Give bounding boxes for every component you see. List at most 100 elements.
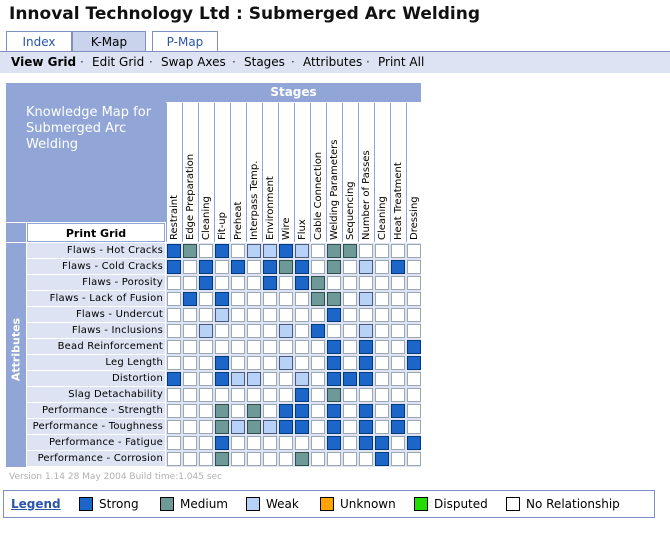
- grid-cell-no-relationship[interactable]: [343, 292, 357, 306]
- grid-cell-strong[interactable]: [215, 372, 229, 386]
- grid-cell-no-relationship[interactable]: [375, 244, 389, 258]
- grid-cell-medium[interactable]: [311, 292, 325, 306]
- grid-cell-no-relationship[interactable]: [391, 340, 405, 354]
- grid-cell-no-relationship[interactable]: [263, 372, 277, 386]
- grid-cell-no-relationship[interactable]: [167, 340, 181, 354]
- grid-cell-no-relationship[interactable]: [311, 452, 325, 466]
- grid-cell-no-relationship[interactable]: [375, 340, 389, 354]
- grid-cell-no-relationship[interactable]: [407, 324, 421, 338]
- grid-cell-weak[interactable]: [247, 372, 261, 386]
- grid-cell-strong[interactable]: [391, 260, 405, 274]
- grid-cell-no-relationship[interactable]: [359, 308, 373, 322]
- grid-cell-no-relationship[interactable]: [343, 276, 357, 290]
- grid-cell-strong[interactable]: [215, 436, 229, 450]
- grid-cell-strong[interactable]: [279, 244, 293, 258]
- grid-cell-no-relationship[interactable]: [167, 436, 181, 450]
- grid-cell-medium[interactable]: [327, 244, 341, 258]
- grid-cell-no-relationship[interactable]: [295, 340, 309, 354]
- grid-cell-no-relationship[interactable]: [407, 452, 421, 466]
- grid-cell-no-relationship[interactable]: [311, 420, 325, 434]
- grid-cell-strong[interactable]: [215, 292, 229, 306]
- grid-cell-no-relationship[interactable]: [167, 404, 181, 418]
- stage-header-dressing[interactable]: Dressing: [406, 103, 421, 242]
- grid-cell-no-relationship[interactable]: [311, 356, 325, 370]
- grid-cell-strong[interactable]: [327, 436, 341, 450]
- grid-cell-strong[interactable]: [215, 244, 229, 258]
- grid-cell-no-relationship[interactable]: [311, 244, 325, 258]
- grid-cell-no-relationship[interactable]: [247, 388, 261, 402]
- grid-cell-no-relationship[interactable]: [391, 276, 405, 290]
- grid-cell-no-relationship[interactable]: [391, 372, 405, 386]
- grid-cell-strong[interactable]: [199, 260, 213, 274]
- stage-header-restraint[interactable]: Restraint: [166, 103, 181, 242]
- grid-cell-strong[interactable]: [263, 276, 277, 290]
- subnav-view-grid[interactable]: View Grid: [11, 55, 77, 69]
- attribute-label-performance-fatigue[interactable]: Performance - Fatigue: [27, 435, 165, 450]
- grid-cell-no-relationship[interactable]: [375, 308, 389, 322]
- attribute-label-performance-corrosion[interactable]: Performance - Corrosion: [27, 451, 165, 466]
- grid-cell-strong[interactable]: [359, 356, 373, 370]
- stage-header-edge-preparation[interactable]: Edge Preparation: [182, 103, 197, 242]
- grid-cell-no-relationship[interactable]: [247, 308, 261, 322]
- grid-cell-no-relationship[interactable]: [343, 340, 357, 354]
- grid-cell-no-relationship[interactable]: [391, 244, 405, 258]
- grid-cell-weak[interactable]: [279, 356, 293, 370]
- grid-cell-no-relationship[interactable]: [279, 308, 293, 322]
- grid-cell-strong[interactable]: [167, 244, 181, 258]
- grid-cell-no-relationship[interactable]: [263, 356, 277, 370]
- attribute-label-flaws-undercut[interactable]: Flaws - Undercut: [27, 307, 165, 322]
- grid-cell-no-relationship[interactable]: [199, 436, 213, 450]
- grid-cell-weak[interactable]: [359, 324, 373, 338]
- grid-cell-strong[interactable]: [375, 436, 389, 450]
- grid-cell-strong[interactable]: [231, 260, 245, 274]
- grid-cell-no-relationship[interactable]: [231, 276, 245, 290]
- grid-cell-no-relationship[interactable]: [311, 308, 325, 322]
- grid-cell-no-relationship[interactable]: [183, 276, 197, 290]
- grid-cell-no-relationship[interactable]: [167, 388, 181, 402]
- grid-cell-no-relationship[interactable]: [247, 436, 261, 450]
- grid-cell-no-relationship[interactable]: [375, 324, 389, 338]
- grid-cell-no-relationship[interactable]: [183, 404, 197, 418]
- grid-cell-no-relationship[interactable]: [391, 324, 405, 338]
- grid-cell-no-relationship[interactable]: [343, 452, 357, 466]
- stage-header-environment[interactable]: Environment: [262, 103, 277, 242]
- grid-cell-no-relationship[interactable]: [295, 308, 309, 322]
- grid-cell-no-relationship[interactable]: [407, 388, 421, 402]
- grid-cell-strong[interactable]: [391, 420, 405, 434]
- grid-cell-strong[interactable]: [311, 324, 325, 338]
- stage-header-cleaning[interactable]: Cleaning: [198, 103, 213, 242]
- grid-cell-no-relationship[interactable]: [279, 452, 293, 466]
- grid-cell-no-relationship[interactable]: [231, 436, 245, 450]
- grid-cell-strong[interactable]: [407, 340, 421, 354]
- grid-cell-no-relationship[interactable]: [247, 356, 261, 370]
- grid-cell-no-relationship[interactable]: [391, 388, 405, 402]
- grid-cell-no-relationship[interactable]: [263, 404, 277, 418]
- grid-cell-no-relationship[interactable]: [247, 452, 261, 466]
- grid-cell-no-relationship[interactable]: [231, 244, 245, 258]
- grid-cell-no-relationship[interactable]: [167, 356, 181, 370]
- grid-cell-no-relationship[interactable]: [359, 388, 373, 402]
- tab-k-map[interactable]: K-Map: [72, 31, 146, 53]
- grid-cell-strong[interactable]: [359, 372, 373, 386]
- grid-cell-no-relationship[interactable]: [231, 404, 245, 418]
- grid-cell-no-relationship[interactable]: [295, 356, 309, 370]
- grid-cell-strong[interactable]: [375, 452, 389, 466]
- grid-cell-weak[interactable]: [199, 324, 213, 338]
- grid-cell-medium[interactable]: [327, 388, 341, 402]
- grid-cell-no-relationship[interactable]: [375, 420, 389, 434]
- grid-cell-no-relationship[interactable]: [391, 308, 405, 322]
- grid-cell-weak[interactable]: [279, 324, 293, 338]
- grid-cell-no-relationship[interactable]: [407, 420, 421, 434]
- grid-cell-no-relationship[interactable]: [407, 292, 421, 306]
- grid-cell-no-relationship[interactable]: [407, 276, 421, 290]
- grid-cell-no-relationship[interactable]: [231, 340, 245, 354]
- grid-cell-strong[interactable]: [279, 404, 293, 418]
- grid-cell-no-relationship[interactable]: [199, 292, 213, 306]
- grid-cell-no-relationship[interactable]: [263, 436, 277, 450]
- grid-cell-no-relationship[interactable]: [231, 452, 245, 466]
- grid-cell-no-relationship[interactable]: [199, 452, 213, 466]
- grid-cell-no-relationship[interactable]: [359, 244, 373, 258]
- grid-cell-no-relationship[interactable]: [343, 356, 357, 370]
- grid-cell-no-relationship[interactable]: [375, 372, 389, 386]
- grid-cell-no-relationship[interactable]: [263, 308, 277, 322]
